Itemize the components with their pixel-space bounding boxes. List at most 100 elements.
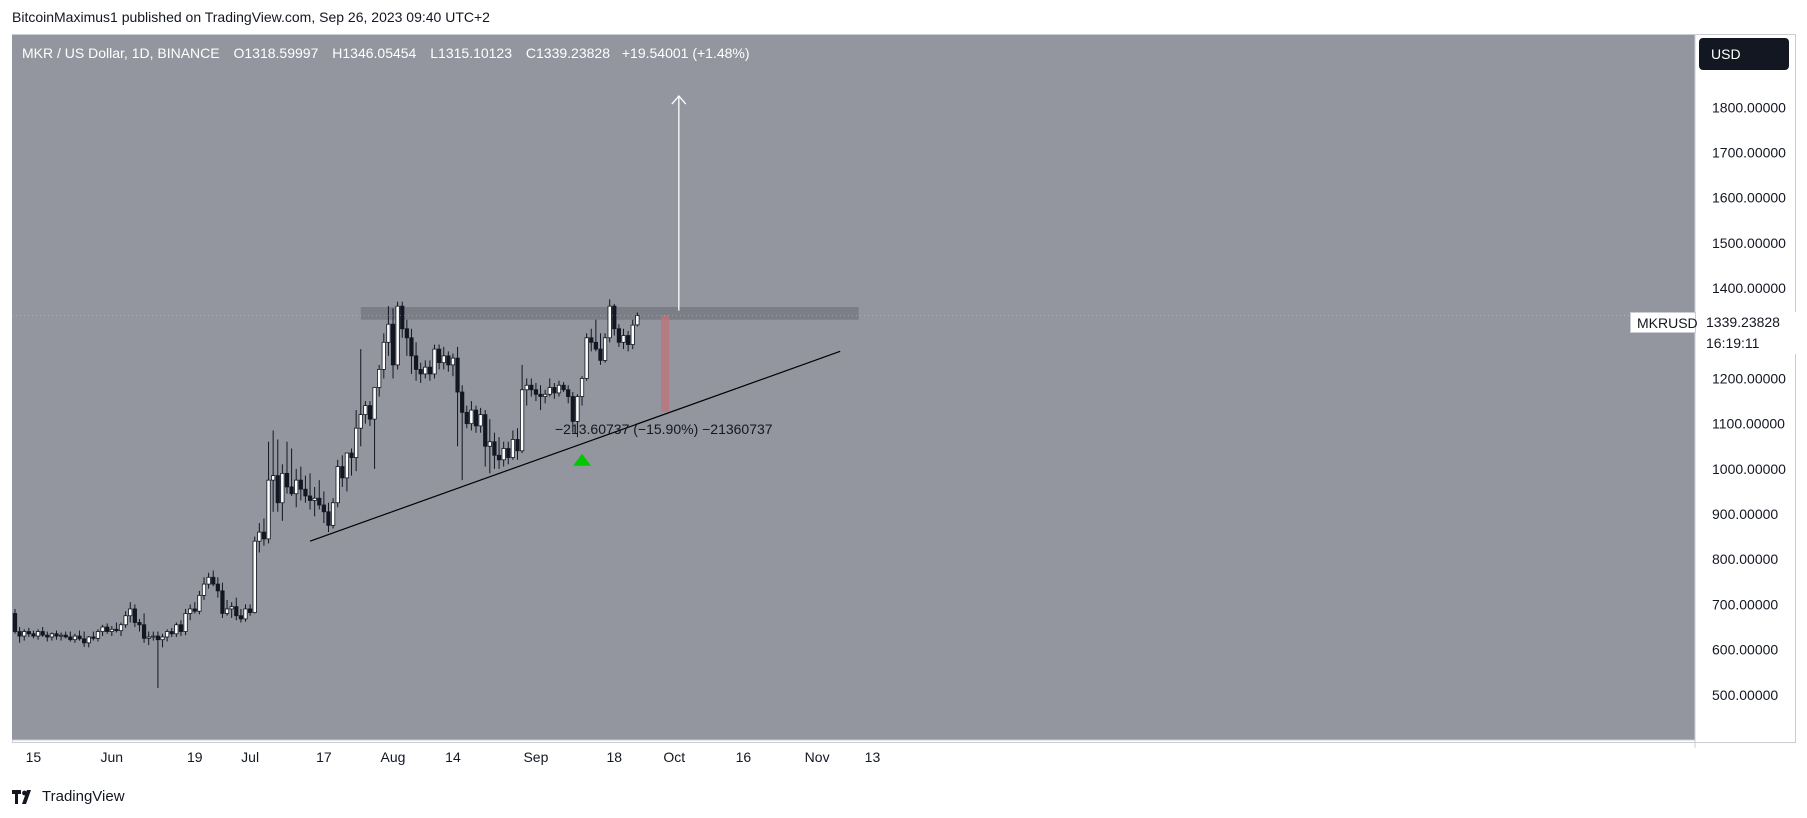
- candle[interactable]: [607, 299, 612, 343]
- candle[interactable]: [483, 410, 488, 467]
- candle[interactable]: [478, 407, 483, 433]
- candle[interactable]: [271, 430, 276, 512]
- candle[interactable]: [635, 312, 640, 327]
- candle[interactable]: [174, 622, 179, 637]
- candle[interactable]: [123, 611, 128, 628]
- candle[interactable]: [146, 631, 151, 646]
- candle[interactable]: [561, 382, 566, 393]
- candle[interactable]: [589, 328, 594, 352]
- symbol-label[interactable]: MKR / US Dollar, 1D, BINANCE: [22, 45, 220, 61]
- measure-bar[interactable]: [661, 315, 670, 412]
- candle[interactable]: [547, 378, 552, 397]
- candle[interactable]: [155, 631, 161, 689]
- candle[interactable]: [390, 308, 396, 379]
- candle[interactable]: [409, 328, 414, 374]
- candle[interactable]: [26, 627, 31, 637]
- candle[interactable]: [330, 498, 336, 529]
- candle[interactable]: [248, 604, 253, 616]
- candle[interactable]: [151, 631, 156, 641]
- candle[interactable]: [446, 351, 451, 372]
- candle[interactable]: [496, 437, 502, 469]
- candle[interactable]: [86, 636, 91, 648]
- candle[interactable]: [105, 623, 110, 634]
- candle[interactable]: [354, 410, 359, 472]
- candle[interactable]: [386, 306, 391, 356]
- candle[interactable]: [593, 319, 598, 352]
- candle[interactable]: [515, 428, 520, 460]
- candle[interactable]: [243, 604, 248, 622]
- ascending-support-line[interactable]: [309, 350, 841, 542]
- candle[interactable]: [91, 631, 96, 641]
- candle[interactable]: [524, 378, 529, 406]
- candle[interactable]: [12, 608, 18, 634]
- candle[interactable]: [598, 333, 603, 365]
- candle[interactable]: [238, 608, 243, 623]
- candle[interactable]: [68, 631, 73, 642]
- candle[interactable]: [298, 466, 303, 501]
- candle[interactable]: [229, 602, 234, 618]
- candle[interactable]: [118, 622, 124, 637]
- candle[interactable]: [307, 473, 313, 510]
- candle[interactable]: [211, 570, 216, 587]
- candle[interactable]: [275, 439, 280, 512]
- candle[interactable]: [40, 627, 45, 637]
- candle[interactable]: [626, 331, 631, 352]
- candle[interactable]: [128, 602, 133, 623]
- candle[interactable]: [510, 430, 515, 460]
- candle[interactable]: [437, 344, 442, 370]
- candle[interactable]: [349, 448, 354, 476]
- candle[interactable]: [220, 582, 225, 618]
- candle[interactable]: [183, 608, 188, 636]
- candle[interactable]: [395, 301, 400, 370]
- candle[interactable]: [289, 448, 294, 496]
- candle[interactable]: [252, 536, 257, 614]
- candle[interactable]: [377, 364, 382, 397]
- candle[interactable]: [372, 387, 377, 469]
- candle[interactable]: [137, 618, 142, 632]
- candle[interactable]: [616, 324, 622, 347]
- candle[interactable]: [520, 364, 525, 454]
- candle[interactable]: [95, 629, 101, 642]
- candle[interactable]: [206, 572, 211, 589]
- candle[interactable]: [326, 502, 331, 533]
- candle[interactable]: [215, 577, 220, 598]
- candle[interactable]: [22, 629, 27, 641]
- candle[interactable]: [612, 303, 617, 336]
- candle[interactable]: [630, 319, 635, 350]
- candle[interactable]: [363, 401, 368, 424]
- candle[interactable]: [63, 631, 68, 639]
- candle[interactable]: [188, 604, 193, 621]
- candle[interactable]: [367, 401, 373, 426]
- buy-signal-arrow[interactable]: [573, 453, 592, 466]
- candle[interactable]: [543, 389, 548, 404]
- candle[interactable]: [165, 629, 170, 642]
- candle[interactable]: [266, 441, 271, 544]
- candle[interactable]: [280, 464, 285, 521]
- candle[interactable]: [464, 405, 469, 429]
- candle[interactable]: [132, 604, 137, 628]
- candle[interactable]: [17, 627, 22, 643]
- candle[interactable]: [473, 405, 479, 433]
- candle[interactable]: [100, 624, 105, 637]
- currency-button[interactable]: USD: [1699, 38, 1789, 70]
- candle[interactable]: [234, 597, 239, 621]
- candle[interactable]: [432, 344, 437, 379]
- candle[interactable]: [552, 382, 557, 399]
- candle[interactable]: [54, 630, 59, 640]
- candle[interactable]: [533, 382, 539, 402]
- candle[interactable]: [31, 630, 36, 639]
- candle[interactable]: [469, 401, 474, 431]
- candle[interactable]: [358, 349, 363, 447]
- candle[interactable]: [192, 602, 197, 614]
- candle[interactable]: [344, 452, 350, 492]
- candle[interactable]: [261, 518, 267, 546]
- candle[interactable]: [224, 599, 230, 616]
- candle[interactable]: [529, 378, 534, 397]
- candle[interactable]: [566, 385, 571, 404]
- candle[interactable]: [602, 333, 608, 363]
- candle[interactable]: [59, 632, 64, 641]
- plot-area[interactable]: [12, 35, 1695, 740]
- candle[interactable]: [197, 590, 202, 615]
- candle[interactable]: [335, 459, 340, 508]
